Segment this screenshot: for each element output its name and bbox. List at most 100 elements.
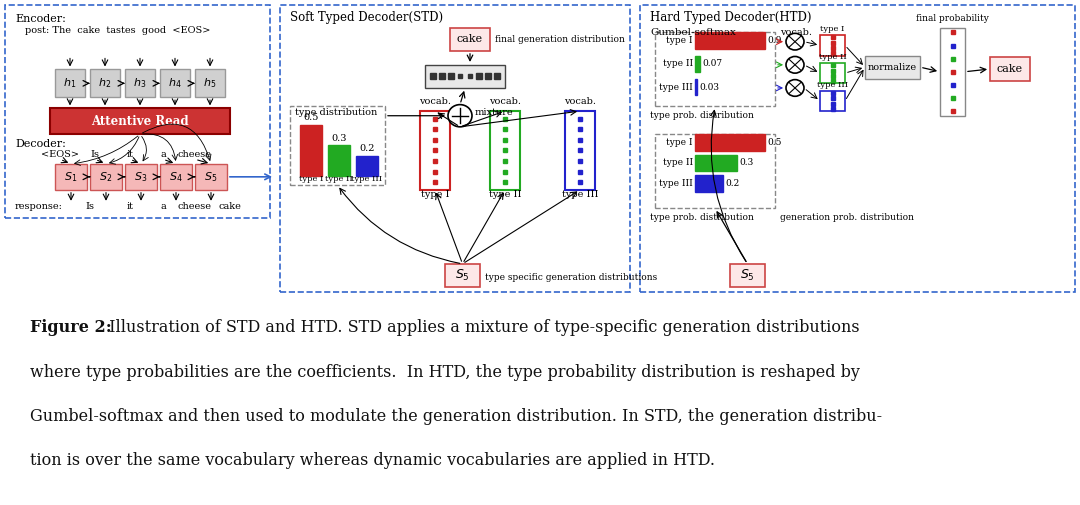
Text: 0.03: 0.03	[700, 82, 719, 91]
Text: type II: type II	[819, 53, 847, 61]
Text: $S_5$: $S_5$	[740, 268, 755, 283]
Text: vocab.: vocab.	[489, 97, 521, 107]
Bar	[356, 156, 378, 176]
Text: Hard Typed Decoder(HTD): Hard Typed Decoder(HTD)	[650, 11, 811, 24]
Text: Encoder:: Encoder:	[15, 14, 66, 24]
Bar	[696, 32, 765, 49]
Text: $h_4$: $h_4$	[168, 76, 181, 90]
Bar	[820, 91, 845, 111]
Text: type III: type III	[816, 81, 848, 89]
Text: type II: type II	[325, 175, 353, 183]
Text: a: a	[160, 150, 166, 159]
Bar	[490, 111, 519, 190]
Text: $h_3$: $h_3$	[133, 76, 147, 90]
Bar	[696, 56, 701, 72]
Text: type specific generation distributions: type specific generation distributions	[485, 273, 658, 282]
Bar	[55, 164, 87, 190]
Text: 0.5: 0.5	[303, 113, 319, 122]
Text: type II: type II	[663, 159, 693, 168]
Text: type III: type III	[562, 190, 598, 199]
Text: type II: type II	[489, 190, 522, 199]
Circle shape	[786, 80, 804, 96]
Bar	[730, 264, 765, 287]
Text: type III: type III	[659, 82, 693, 91]
Text: Is: Is	[91, 150, 99, 159]
Bar	[195, 69, 225, 97]
Bar	[696, 155, 737, 171]
Text: 0.07: 0.07	[702, 60, 723, 68]
Bar	[55, 69, 85, 97]
Bar	[696, 175, 723, 191]
Text: Soft Typed Decoder(STD): Soft Typed Decoder(STD)	[291, 11, 443, 24]
Bar	[90, 69, 120, 97]
Text: 0.3: 0.3	[739, 159, 753, 168]
Text: Attentive Read: Attentive Read	[91, 115, 189, 128]
Text: $S_5$: $S_5$	[455, 268, 470, 283]
Bar	[445, 264, 480, 287]
Bar	[5, 5, 270, 218]
Bar	[50, 108, 230, 134]
Circle shape	[786, 57, 804, 73]
Bar	[940, 28, 966, 116]
Bar	[654, 32, 775, 107]
Text: $h_2$: $h_2$	[98, 76, 111, 90]
Bar	[696, 79, 698, 95]
Text: 0.5: 0.5	[767, 138, 782, 147]
Bar	[328, 145, 350, 176]
Text: 0.3: 0.3	[332, 134, 347, 142]
Bar	[160, 69, 190, 97]
Text: vocab.: vocab.	[780, 28, 812, 37]
Circle shape	[448, 105, 472, 127]
Text: type I: type I	[666, 138, 693, 147]
Text: generation prob. distribution: generation prob. distribution	[780, 213, 914, 222]
Bar	[125, 164, 157, 190]
Text: Gumbel-softmax: Gumbel-softmax	[650, 28, 735, 37]
Text: mixture: mixture	[475, 109, 514, 118]
Text: $h_5$: $h_5$	[203, 76, 217, 90]
Text: Figure 2:: Figure 2:	[30, 319, 112, 336]
Text: Gumbel-softmax and then used to modulate the generation distribution. In STD, th: Gumbel-softmax and then used to modulate…	[30, 408, 882, 425]
Bar	[300, 125, 322, 176]
Bar	[640, 5, 1075, 291]
Text: $S_2$: $S_2$	[99, 170, 112, 184]
Text: <EOS>: <EOS>	[41, 150, 79, 159]
Bar	[696, 134, 765, 151]
Text: normalize: normalize	[868, 63, 917, 72]
Text: it: it	[126, 202, 134, 211]
Text: final generation distribution: final generation distribution	[495, 35, 625, 44]
Text: Is: Is	[85, 202, 95, 211]
Bar	[654, 134, 775, 208]
Text: type I: type I	[299, 175, 323, 183]
Circle shape	[786, 33, 804, 50]
Bar	[420, 111, 450, 190]
Bar	[990, 58, 1030, 80]
Bar	[820, 63, 845, 83]
Text: type I: type I	[666, 36, 693, 45]
Bar	[90, 164, 122, 190]
Text: final probability: final probability	[916, 14, 989, 23]
Bar	[426, 65, 505, 88]
Text: type III: type III	[351, 175, 382, 183]
Text: type I: type I	[821, 25, 845, 33]
Bar	[865, 56, 920, 79]
Text: $S_5$: $S_5$	[204, 170, 218, 184]
Text: $S_1$: $S_1$	[65, 170, 78, 184]
Text: 0.9: 0.9	[767, 36, 781, 45]
Text: 0.2: 0.2	[725, 179, 739, 188]
Bar	[160, 164, 192, 190]
Text: $S_3$: $S_3$	[134, 170, 148, 184]
Bar	[195, 164, 227, 190]
Text: type II: type II	[663, 60, 693, 68]
Text: cheese: cheese	[178, 202, 212, 211]
Bar	[450, 28, 490, 51]
Text: cake: cake	[218, 202, 242, 211]
Text: a: a	[160, 202, 166, 211]
Text: type III: type III	[659, 179, 693, 188]
Text: type distribution: type distribution	[295, 109, 377, 118]
Text: tion is over the same vocabulary whereas dynamic vocabularies are applied in HTD: tion is over the same vocabulary whereas…	[30, 452, 715, 470]
Text: cake: cake	[457, 34, 483, 44]
Text: response:: response:	[15, 202, 63, 211]
Text: type prob. distribution: type prob. distribution	[650, 111, 754, 120]
Text: where type probabilities are the coefficients.  In HTD, the type probability dis: where type probabilities are the coeffic…	[30, 364, 860, 381]
Text: post: The  cake  tastes  good  <EOS>: post: The cake tastes good <EOS>	[25, 26, 211, 35]
